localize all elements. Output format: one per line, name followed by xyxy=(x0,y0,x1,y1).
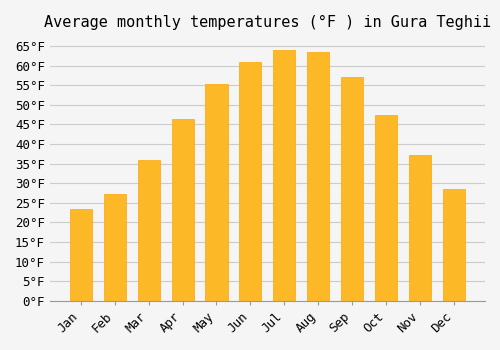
Bar xyxy=(308,52,330,301)
Title: Average monthly temperatures (°F ) in Gura Teghii: Average monthly temperatures (°F ) in Gu… xyxy=(44,15,491,30)
Bar xyxy=(274,50,295,301)
Bar xyxy=(443,189,465,301)
Bar xyxy=(409,155,432,301)
Bar xyxy=(206,84,228,301)
Bar xyxy=(70,209,92,301)
Bar xyxy=(172,119,194,301)
Bar xyxy=(104,194,126,301)
Bar xyxy=(342,77,363,301)
Bar xyxy=(138,160,160,301)
Bar xyxy=(240,62,262,301)
Bar xyxy=(375,116,398,301)
